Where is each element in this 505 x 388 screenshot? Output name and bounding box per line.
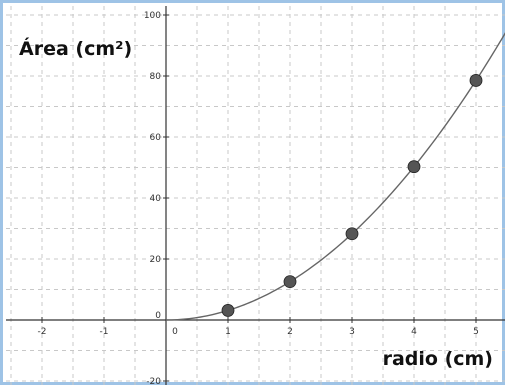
x-tick-label: 2 (287, 327, 293, 337)
y-tick-labels: -20 0 20 40 60 80 100 (144, 11, 161, 387)
y-tick-label: 40 (150, 194, 162, 204)
axes (6, 6, 505, 385)
data-points (221, 74, 483, 317)
x-axis-title: radio (cm) (383, 348, 493, 370)
data-point (345, 227, 359, 241)
data-point (283, 275, 297, 289)
x-tick-label: 5 (473, 327, 479, 337)
parabola-curve (165, 32, 505, 321)
y-tick-label: 20 (150, 255, 162, 265)
x-tick-label: -1 (100, 327, 109, 337)
x-tick-label: 1 (225, 327, 231, 337)
data-point (221, 304, 235, 317)
grid (6, 6, 505, 385)
data-point (407, 160, 421, 174)
y-tick-label: 100 (144, 11, 161, 21)
x-tick-label: 3 (349, 327, 355, 337)
y-tick-label: 0 (155, 311, 161, 321)
area-vs-radius-chart: -2 -1 0 1 2 3 4 5 -20 0 20 40 60 80 100 Área (cm²) ra… (6, 6, 505, 387)
y-axis-title: Área (cm²) (19, 37, 132, 60)
x-tick-label: -2 (38, 327, 47, 337)
y-tick-label: 80 (150, 72, 162, 82)
data-point (469, 74, 483, 87)
y-tick-label: 60 (150, 133, 162, 143)
x-tick-label: 4 (411, 327, 417, 337)
x-tick-label: 0 (172, 327, 178, 337)
x-tick-labels: -2 -1 0 1 2 3 4 5 (38, 327, 479, 337)
y-tick-label: -20 (146, 377, 161, 387)
